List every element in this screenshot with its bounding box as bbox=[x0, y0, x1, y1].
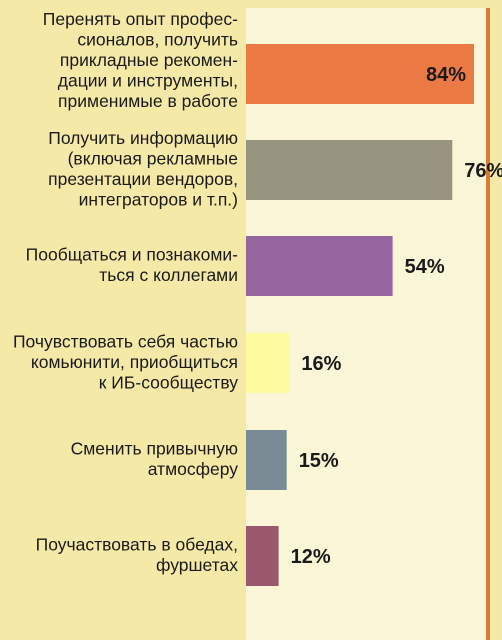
category-label-line: Получить информацию bbox=[48, 128, 238, 148]
category-label-line: Пообщаться и познакоми- bbox=[26, 245, 238, 265]
value-label-6: 12% bbox=[291, 546, 331, 568]
category-label-line: интеграторов и т.п.) bbox=[79, 190, 238, 210]
category-label-1: Перенять опыт профес-сионалов, получить п… bbox=[43, 9, 238, 111]
value-label-2: 76% bbox=[464, 160, 502, 182]
category-label-6: Поучаствовать в обедах, фуршетах bbox=[36, 535, 239, 576]
category-label-line: Сменить привычную bbox=[71, 439, 238, 459]
category-label-4: Почувствовать себя частью комьюнити, прио… bbox=[13, 331, 238, 392]
category-label-2: Получить информацию (включая рекламные пре… bbox=[48, 128, 238, 210]
bar-5 bbox=[246, 430, 287, 490]
bar-6 bbox=[246, 526, 279, 586]
category-label-line: Поучаствовать в обедах, bbox=[36, 535, 238, 555]
value-label-5: 15% bbox=[299, 450, 339, 472]
category-label-line: ться с коллегами bbox=[99, 265, 238, 285]
category-label-line: прикладные рекомен- bbox=[60, 50, 238, 70]
bar-1 bbox=[246, 44, 474, 104]
category-label-line: комьюнити, приобщиться bbox=[31, 352, 238, 372]
category-label-line: применимые в работе bbox=[58, 91, 238, 111]
value-label-1: 84% bbox=[426, 64, 466, 86]
category-label-line: к ИБ-сообществу bbox=[99, 372, 238, 392]
bar-2 bbox=[246, 140, 453, 200]
plot-panel-edge bbox=[486, 8, 490, 640]
plot-panel bbox=[246, 8, 486, 640]
category-label-3: Пообщаться и познакоми-ться с коллегами bbox=[26, 245, 238, 286]
category-label-line: дации и инструменты, bbox=[58, 71, 238, 91]
category-label-line: фуршетах bbox=[156, 555, 238, 575]
category-label-line: сионалов, получить bbox=[77, 30, 238, 50]
category-label-line: Почувствовать себя частью bbox=[13, 331, 238, 351]
category-label-5: Сменить привычную атмосферу bbox=[71, 439, 239, 480]
category-label-line: Перенять опыт профес- bbox=[43, 9, 238, 29]
bar-4 bbox=[246, 333, 290, 393]
value-label-3: 54% bbox=[405, 256, 445, 278]
category-label-line: (включая рекламные bbox=[68, 149, 238, 169]
value-label-4: 16% bbox=[301, 353, 341, 375]
bar-3 bbox=[246, 236, 393, 296]
category-label-line: атмосферу bbox=[148, 459, 239, 479]
category-label-line: презентации вендоров, bbox=[48, 169, 238, 189]
